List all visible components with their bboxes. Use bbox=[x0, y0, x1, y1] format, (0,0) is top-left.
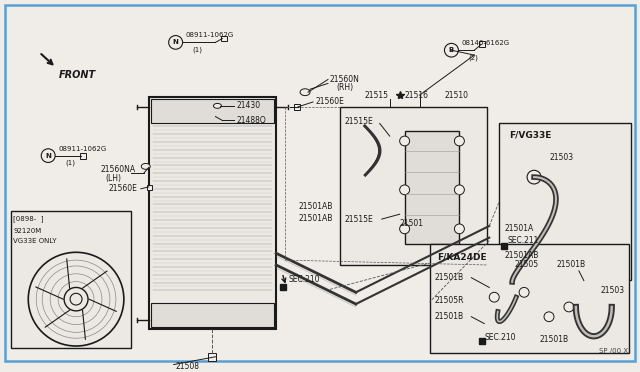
Circle shape bbox=[519, 288, 529, 297]
Text: SEC.210: SEC.210 bbox=[288, 275, 319, 284]
Text: N: N bbox=[173, 39, 179, 45]
Text: 21501AB: 21501AB bbox=[298, 202, 332, 211]
Bar bbox=[294, 104, 300, 110]
Circle shape bbox=[399, 185, 410, 195]
Text: 21501: 21501 bbox=[399, 219, 424, 228]
Text: VG33E ONLY: VG33E ONLY bbox=[13, 238, 57, 244]
Bar bbox=[147, 185, 152, 190]
Text: (LH): (LH) bbox=[105, 174, 121, 183]
Bar bbox=[429, 244, 628, 353]
Circle shape bbox=[399, 224, 410, 234]
Text: FRONT: FRONT bbox=[59, 70, 96, 80]
Text: 21488Q: 21488Q bbox=[236, 116, 266, 125]
Text: 21505: 21505 bbox=[514, 260, 538, 269]
Bar bbox=[479, 41, 485, 47]
Text: SEC.210: SEC.210 bbox=[484, 333, 516, 342]
Text: (1): (1) bbox=[193, 46, 202, 53]
Text: SEC.211: SEC.211 bbox=[507, 236, 538, 245]
Text: N: N bbox=[45, 153, 51, 158]
Text: 21501B: 21501B bbox=[435, 273, 463, 282]
Text: 21501AB: 21501AB bbox=[504, 251, 539, 260]
Bar bbox=[221, 36, 227, 41]
Text: F/VG33E: F/VG33E bbox=[509, 131, 552, 140]
Text: 08911-1062G: 08911-1062G bbox=[186, 32, 234, 38]
Text: (RH): (RH) bbox=[336, 83, 353, 92]
Circle shape bbox=[544, 312, 554, 322]
Text: SP /00 X: SP /00 X bbox=[599, 348, 628, 354]
Text: 21560E: 21560E bbox=[109, 185, 138, 193]
Circle shape bbox=[489, 292, 499, 302]
Text: 92120M: 92120M bbox=[13, 228, 42, 234]
Text: 08911-1062G: 08911-1062G bbox=[58, 146, 106, 152]
Text: 21508: 21508 bbox=[175, 362, 200, 371]
Circle shape bbox=[169, 36, 182, 49]
Bar bbox=[151, 99, 274, 124]
Text: 21503: 21503 bbox=[549, 153, 573, 162]
Bar bbox=[340, 107, 487, 265]
Text: 21501B: 21501B bbox=[539, 335, 568, 344]
Bar bbox=[148, 97, 276, 330]
Ellipse shape bbox=[141, 163, 150, 169]
Bar bbox=[499, 124, 630, 280]
Text: B: B bbox=[449, 47, 454, 53]
Circle shape bbox=[564, 302, 574, 312]
Circle shape bbox=[527, 170, 541, 184]
Circle shape bbox=[399, 136, 410, 146]
Ellipse shape bbox=[300, 89, 310, 96]
Text: F/KA24DE: F/KA24DE bbox=[438, 253, 487, 262]
Circle shape bbox=[454, 136, 465, 146]
Bar bbox=[209, 353, 216, 361]
Text: 21510: 21510 bbox=[444, 91, 468, 100]
Text: 21515E: 21515E bbox=[345, 117, 374, 126]
Text: 21505R: 21505R bbox=[435, 296, 464, 305]
Bar bbox=[404, 131, 460, 244]
Text: 21560N: 21560N bbox=[330, 75, 360, 84]
Bar bbox=[80, 153, 86, 158]
Text: [0898-  ]: [0898- ] bbox=[13, 216, 44, 222]
Bar bbox=[12, 211, 131, 348]
Text: 21503: 21503 bbox=[601, 286, 625, 295]
Text: 21560E: 21560E bbox=[315, 97, 344, 106]
Text: 21515E: 21515E bbox=[345, 215, 374, 224]
Text: 21516: 21516 bbox=[404, 91, 429, 100]
Circle shape bbox=[454, 185, 465, 195]
Text: 21501B: 21501B bbox=[557, 260, 586, 269]
Circle shape bbox=[454, 224, 465, 234]
Text: 21501B: 21501B bbox=[435, 312, 463, 321]
Bar bbox=[151, 303, 274, 327]
Ellipse shape bbox=[214, 103, 221, 108]
Text: 21501A: 21501A bbox=[504, 224, 534, 233]
Circle shape bbox=[527, 248, 541, 262]
Text: 21560NA: 21560NA bbox=[101, 165, 136, 174]
Text: 21515: 21515 bbox=[365, 91, 389, 100]
Text: 21430: 21430 bbox=[236, 101, 260, 110]
Text: 08146-6162G: 08146-6162G bbox=[461, 40, 509, 46]
Text: (1): (1) bbox=[65, 160, 75, 166]
Text: 21501AB: 21501AB bbox=[298, 214, 332, 222]
Circle shape bbox=[41, 149, 55, 163]
Circle shape bbox=[444, 44, 458, 57]
Text: (2): (2) bbox=[468, 54, 478, 61]
